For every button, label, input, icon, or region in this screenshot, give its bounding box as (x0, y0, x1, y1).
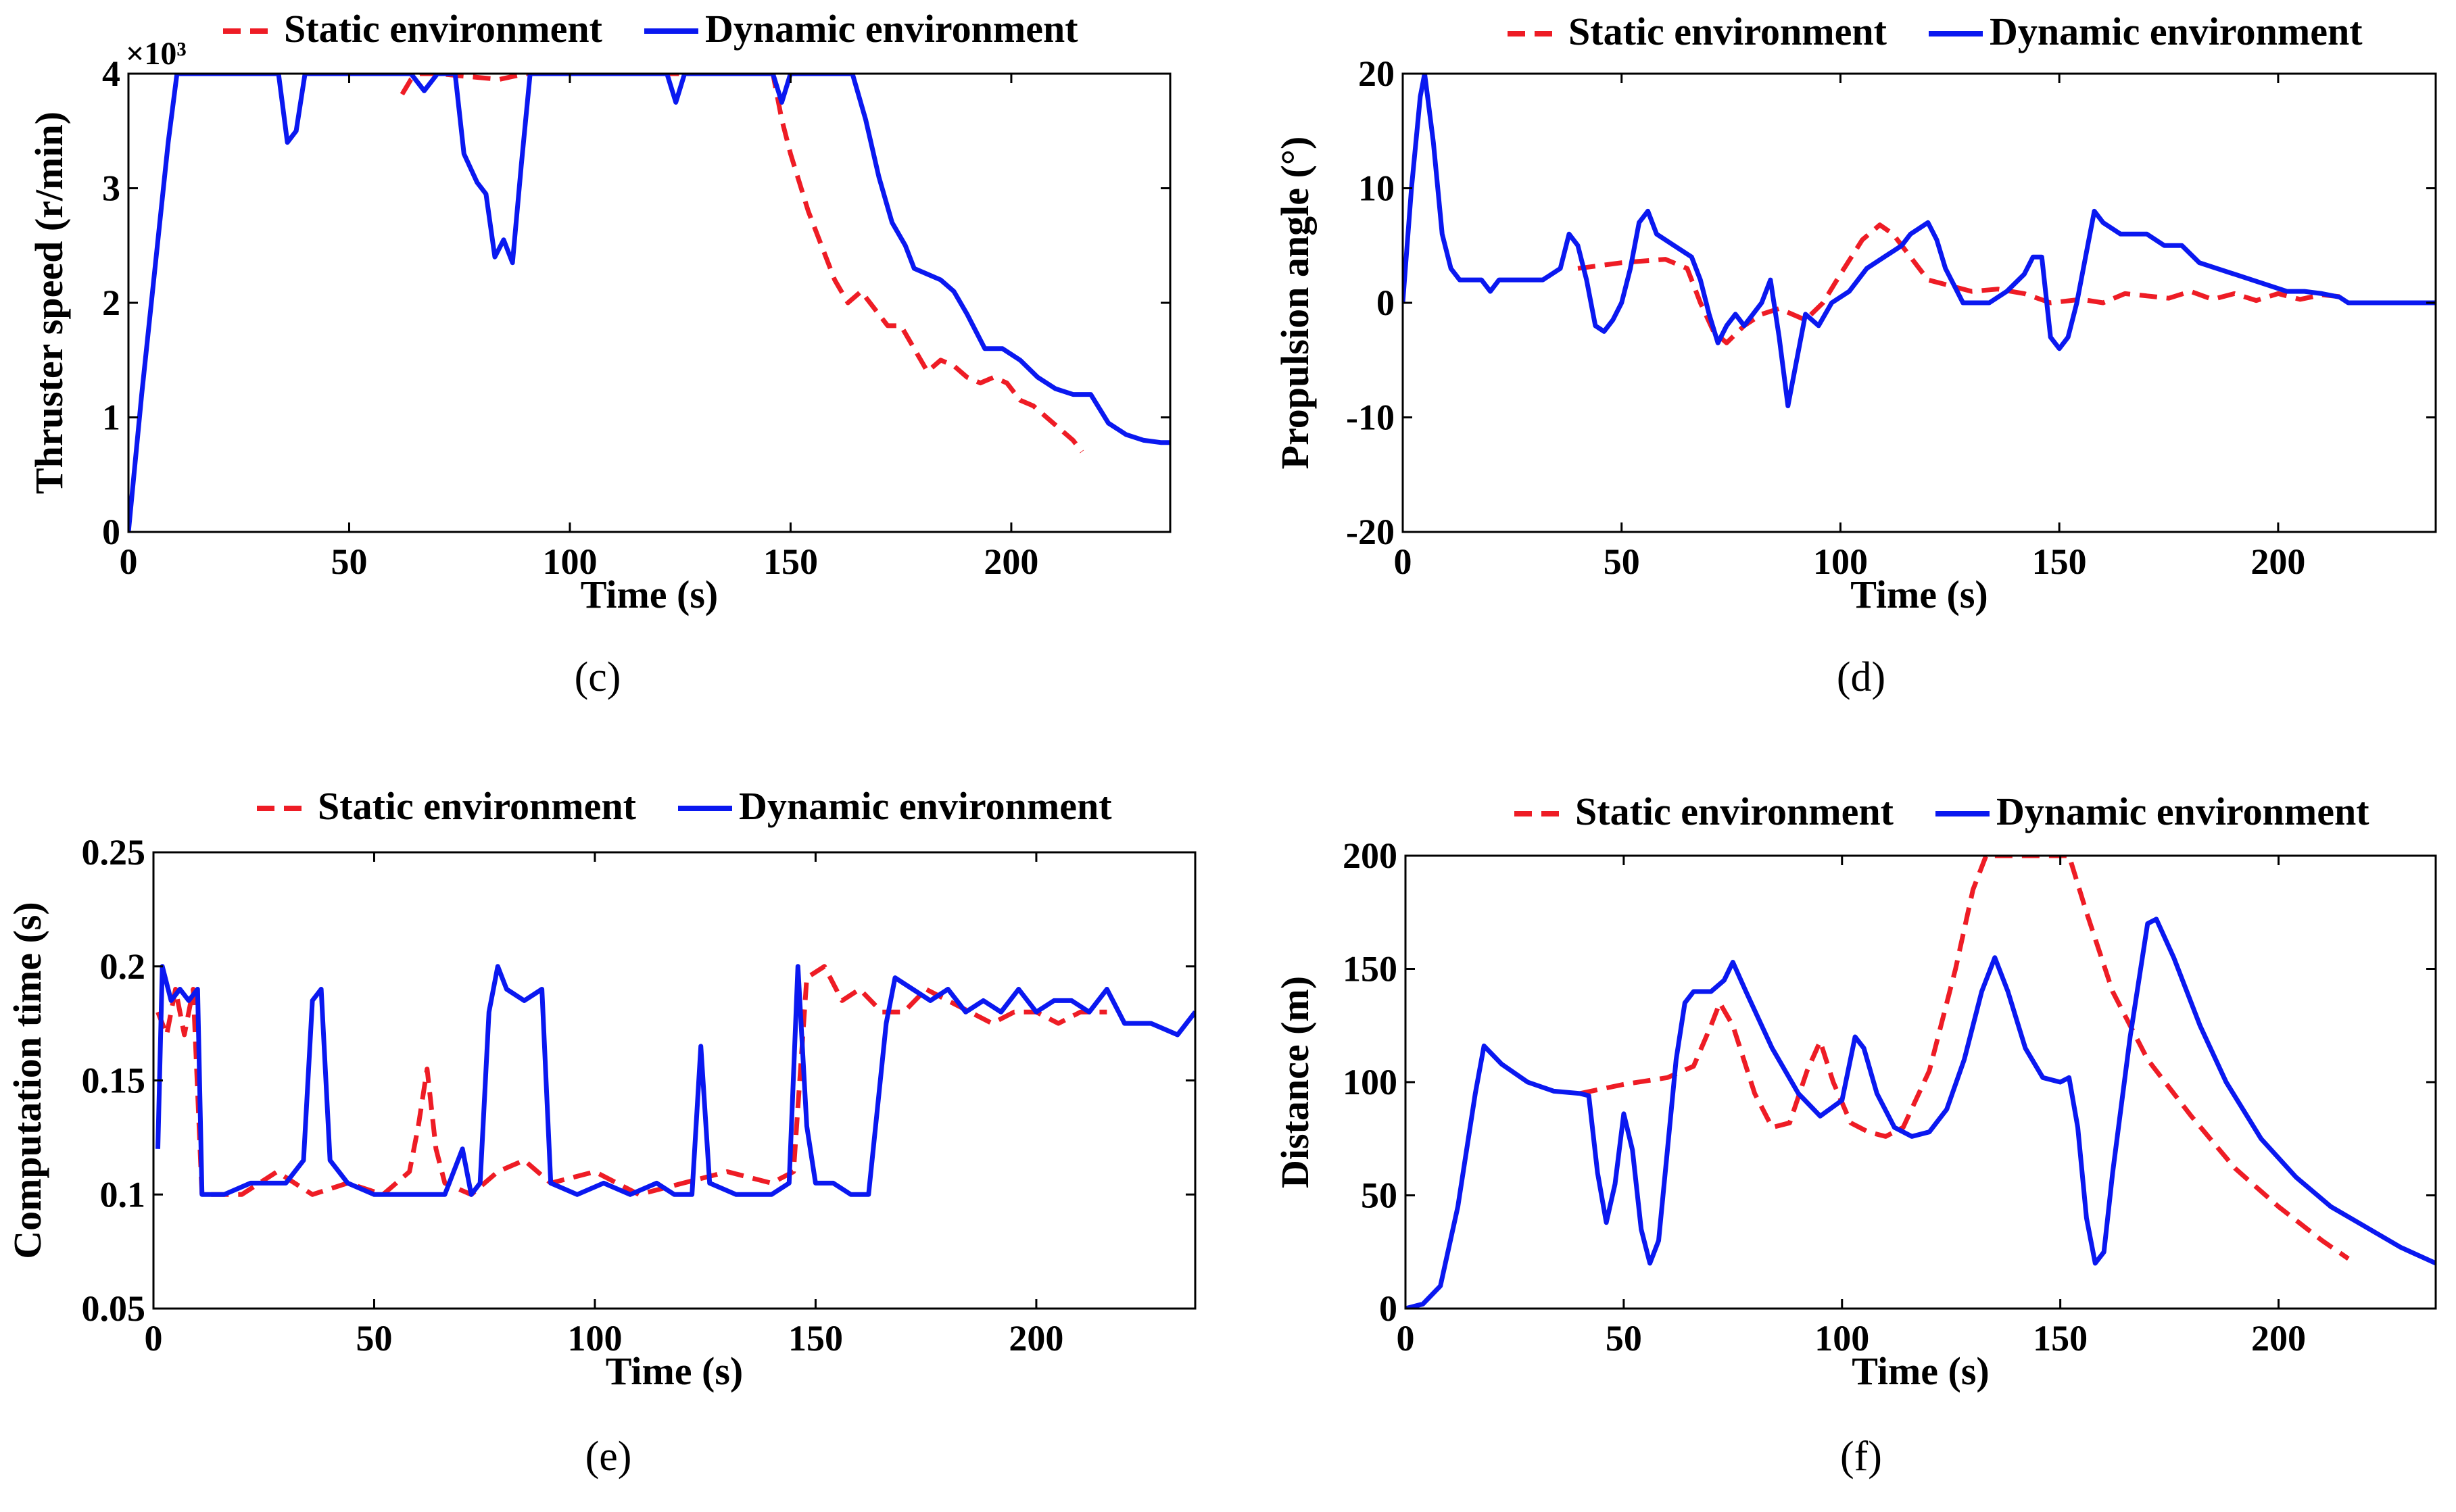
x-axis-label: Time (s) (1850, 572, 1988, 616)
x-tick-label: 50 (331, 541, 367, 582)
x-tick-label: 0 (145, 1318, 163, 1359)
y-tick-label: 10 (1358, 168, 1395, 209)
x-tick-label: 100 (567, 1318, 622, 1359)
y-tick-label: -20 (1346, 512, 1395, 552)
y-tick-label: 0.15 (82, 1060, 146, 1101)
x-tick-label: 150 (763, 541, 818, 582)
chart-panel-c: 0 50 100 150 200 0 1 2 3 4 ×10³ Time (s) Thruster sp… (27, 7, 1172, 700)
x-tick-label: 0 (1394, 541, 1412, 582)
x-tick-label: 50 (356, 1318, 392, 1359)
panel-caption: (f) (1840, 1434, 1882, 1480)
y-tick-label: 0.25 (82, 832, 146, 873)
y-tick-label: 50 (1361, 1175, 1397, 1216)
x-tick-label: 0 (120, 541, 138, 582)
legend-label: Static environment (318, 784, 637, 828)
y-tick-label: 3 (102, 168, 120, 209)
y-tick-label: 150 (1343, 949, 1397, 990)
panel-caption: (e) (585, 1434, 632, 1480)
y-axis-label: Thruster speed (r/min) (27, 112, 71, 494)
x-tick-label: 0 (1397, 1318, 1415, 1359)
y-tick-label: 200 (1343, 835, 1397, 876)
x-tick-label: 50 (1606, 1318, 1642, 1359)
series-line-dynamic (155, 964, 1195, 1197)
legend-label: Dynamic environment (1996, 789, 2369, 833)
legend-label: Dynamic environment (1990, 9, 2363, 53)
legend-label: Static environment (1575, 789, 1894, 833)
plot-frame (127, 72, 1172, 533)
x-tick-label: 100 (542, 541, 597, 582)
series-line-dynamic (1405, 917, 2436, 1309)
x-tick-label: 200 (2250, 541, 2305, 582)
x-tick-label: 100 (1813, 541, 1868, 582)
y-axis-label: Computation time (s) (5, 902, 49, 1259)
x-tick-label: 200 (2251, 1318, 2306, 1359)
y-tick-label: 0 (102, 512, 120, 552)
panel-caption: (c) (575, 654, 621, 700)
series-line-static (1577, 222, 2344, 345)
chart-panel-e: 0 50 100 150 200 0.05 0.1 0.15 0.2 0.25 Time (s) Co… (5, 784, 1197, 1480)
series-line-static (400, 74, 1084, 454)
x-tick-label: 200 (984, 541, 1038, 582)
plot-frame (1401, 72, 2437, 533)
series-line-static (1579, 856, 2350, 1261)
y-multiplier-label: ×10³ (126, 36, 187, 72)
y-tick-label: 0.2 (100, 946, 146, 987)
x-tick-label: 50 (1604, 541, 1640, 582)
y-tick-label: 2 (102, 283, 120, 323)
series-line-static (155, 964, 1107, 1197)
x-axis-label: Time (s) (1852, 1349, 1990, 1393)
chart-panel-f: 0 50 100 150 200 0 50 100 150 200 Time (s) Distance… (1273, 789, 2437, 1480)
y-tick-label: 0 (1376, 283, 1395, 323)
x-tick-label: 150 (2033, 1318, 2088, 1359)
chart-panel-d: 0 50 100 150 200 -20 -10 0 10 20 Time (s) Propulsio… (1273, 9, 2437, 700)
x-axis-label: Time (s) (581, 572, 719, 616)
y-tick-label: -10 (1346, 397, 1395, 438)
x-tick-label: 200 (1009, 1318, 1063, 1359)
x-axis-label: Time (s) (606, 1349, 744, 1393)
x-tick-label: 150 (2032, 541, 2087, 582)
y-tick-label: 0 (1379, 1288, 1397, 1329)
y-tick-label: 0.1 (100, 1174, 146, 1215)
legend-label: Static environment (284, 7, 603, 51)
x-tick-label: 150 (788, 1318, 843, 1359)
plot-frame (1404, 854, 2437, 1310)
legend-label: Dynamic environment (739, 784, 1112, 828)
series-line-dynamic (128, 74, 1170, 532)
y-tick-label: 4 (102, 53, 120, 94)
series-line-dynamic (1403, 74, 2436, 408)
y-tick-label: 20 (1358, 53, 1395, 94)
y-tick-label: 1 (102, 397, 120, 438)
panel-caption: (d) (1837, 654, 1885, 700)
y-axis-label: Distance (m) (1273, 976, 1317, 1188)
legend-label: Dynamic environment (705, 7, 1078, 51)
y-tick-label: 100 (1343, 1062, 1397, 1102)
x-tick-label: 100 (1814, 1318, 1869, 1359)
y-axis-label: Propulsion angle (°) (1273, 137, 1317, 470)
legend-label: Static environment (1568, 9, 1887, 53)
y-tick-label: 0.05 (82, 1288, 146, 1329)
